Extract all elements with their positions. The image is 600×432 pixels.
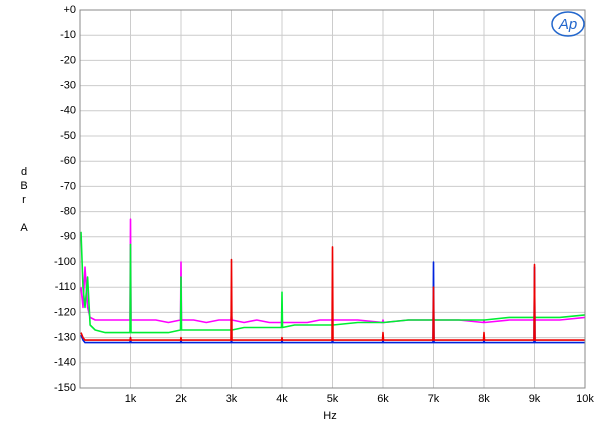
x-tick-label: 10k bbox=[576, 393, 594, 405]
y-tick-label: -10 bbox=[60, 29, 76, 41]
y-tick-label: -70 bbox=[60, 180, 76, 192]
logo-ring bbox=[551, 11, 585, 37]
x-tick-label: 1k bbox=[125, 393, 137, 405]
y-axis-label: d bbox=[21, 166, 27, 178]
y-tick-label: -130 bbox=[54, 332, 76, 344]
y-axis-unit: A bbox=[20, 222, 28, 234]
plot-frame bbox=[79, 9, 586, 389]
x-tick-label: 8k bbox=[478, 393, 490, 405]
y-tick-label: -20 bbox=[60, 54, 76, 66]
plot-lines bbox=[80, 218, 586, 344]
y-axis-label: B bbox=[20, 180, 27, 192]
y-tick-label: -90 bbox=[60, 231, 76, 243]
y-axis-label: r bbox=[22, 194, 26, 206]
y-tick-label: -40 bbox=[60, 105, 76, 117]
x-tick-label: 3k bbox=[226, 393, 238, 405]
y-tick-label: +0 bbox=[63, 4, 76, 16]
y-tick-label: -150 bbox=[54, 382, 76, 394]
x-tick-label: 6k bbox=[377, 393, 389, 405]
x-tick-label: 2k bbox=[175, 393, 187, 405]
y-tick-label: -30 bbox=[60, 80, 76, 92]
y-tick-label: -80 bbox=[60, 206, 76, 218]
x-tick-label: 5k bbox=[327, 393, 339, 405]
x-tick-label: 7k bbox=[428, 393, 440, 405]
y-tick-label: -60 bbox=[60, 155, 76, 167]
y-tick-label: -120 bbox=[54, 306, 76, 318]
logo: Ap bbox=[558, 16, 577, 33]
y-tick-label: -50 bbox=[60, 130, 76, 142]
y-tick-label: -140 bbox=[54, 357, 76, 369]
y-tick-label: -110 bbox=[55, 281, 76, 293]
x-tick-label: 4k bbox=[276, 393, 288, 405]
x-tick-label: 9k bbox=[529, 393, 541, 405]
series-line bbox=[80, 231, 586, 334]
y-tick-label: -100 bbox=[54, 256, 76, 268]
series-line bbox=[80, 246, 585, 341]
x-axis-label: Hz bbox=[323, 410, 336, 422]
